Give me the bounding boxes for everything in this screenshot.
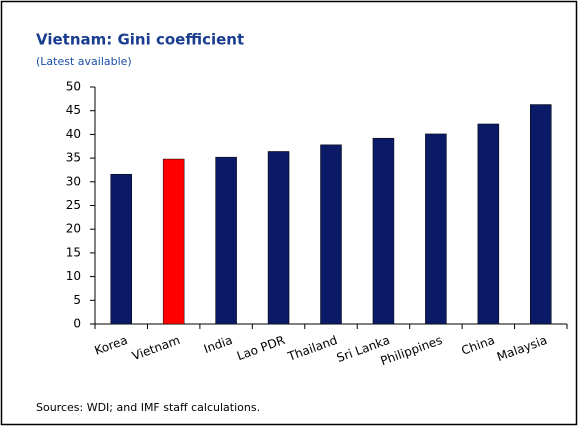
y-tick-label: 15 xyxy=(66,245,81,259)
y-tick-label: 25 xyxy=(66,198,81,212)
y-tick-label: 10 xyxy=(66,269,81,283)
bar xyxy=(425,133,447,325)
x-tick-label: India xyxy=(202,333,234,356)
bar xyxy=(320,144,342,325)
y-tick-label: 35 xyxy=(66,151,81,165)
x-tick-label: Malaysia xyxy=(495,333,549,364)
bar xyxy=(372,137,395,325)
y-tick-label: 45 xyxy=(66,103,81,117)
y-tick-label: 40 xyxy=(66,127,81,141)
bar xyxy=(110,173,132,325)
y-tick-label: 30 xyxy=(66,174,81,188)
x-tick-label: Lao PDR xyxy=(235,333,287,363)
chart-title: Vietnam: Gini coefficient xyxy=(36,31,244,49)
bar xyxy=(267,151,290,325)
y-tick-label: 5 xyxy=(73,293,81,307)
bar xyxy=(530,104,552,325)
chart-subtitle: (Latest available) xyxy=(36,55,132,68)
bar xyxy=(162,158,185,325)
bar xyxy=(477,123,500,325)
x-tick-label: China xyxy=(460,333,497,358)
x-tick-label: Thailand xyxy=(285,333,339,364)
y-tick-label: 0 xyxy=(73,317,81,331)
x-tick-label: Korea xyxy=(93,333,130,358)
y-tick-label: 20 xyxy=(66,222,81,236)
y-tick-label: 50 xyxy=(66,80,81,94)
bar xyxy=(215,156,237,325)
x-tick-label: Vietnam xyxy=(130,333,182,363)
source-note: Sources: WDI; and IMF staff calculations… xyxy=(36,401,260,414)
